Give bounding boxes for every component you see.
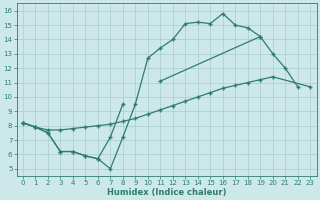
X-axis label: Humidex (Indice chaleur): Humidex (Indice chaleur) [107, 188, 226, 197]
